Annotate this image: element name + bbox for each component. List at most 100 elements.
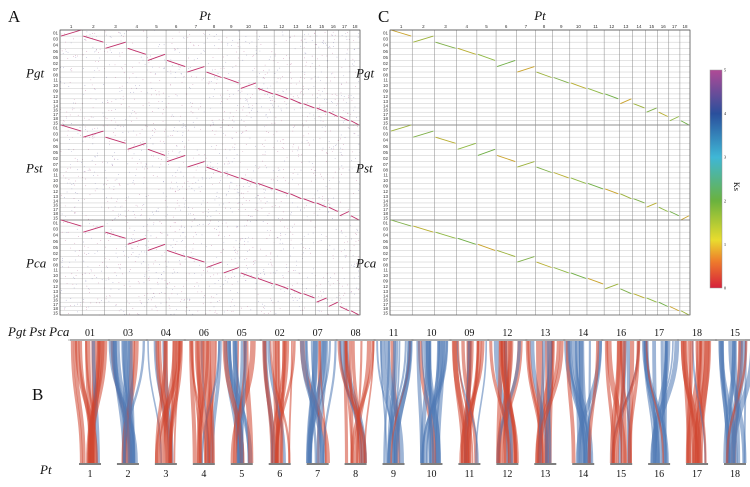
noise-dot	[252, 94, 254, 95]
noise-dot	[350, 95, 352, 97]
noise-dot	[290, 93, 292, 95]
noise-dot	[73, 55, 74, 57]
noise-dot	[243, 121, 245, 123]
noise-dot	[218, 221, 219, 223]
noise-dot	[150, 55, 152, 57]
synteny-group: 011	[70, 328, 110, 480]
noise-dot	[258, 194, 260, 196]
noise-dot	[102, 161, 103, 163]
noise-dot	[332, 177, 334, 179]
noise-dot	[323, 277, 324, 279]
noise-dot	[98, 61, 99, 62]
noise-dot	[281, 139, 283, 141]
y-tick-label: 06	[383, 49, 389, 54]
noise-dot	[293, 143, 295, 145]
noise-dot	[193, 44, 194, 46]
synteny-ribbon	[733, 340, 741, 464]
synteny-segment	[240, 272, 257, 279]
noise-dot	[271, 299, 273, 301]
noise-dot	[71, 70, 73, 72]
noise-dot	[106, 223, 108, 225]
noise-dot	[341, 215, 343, 217]
noise-dot	[120, 40, 122, 42]
noise-dot	[222, 133, 224, 134]
noise-dot	[325, 186, 327, 187]
noise-dot	[270, 281, 272, 283]
noise-dot	[77, 55, 78, 57]
noise-dot	[173, 268, 175, 270]
noise-dot	[243, 275, 245, 277]
noise-dot	[317, 214, 319, 216]
y-tick-label: 07	[53, 257, 59, 262]
noise-dot	[328, 198, 330, 200]
noise-dot	[76, 269, 78, 271]
noise-dot	[300, 210, 301, 211]
noise-dot	[279, 169, 281, 171]
noise-dot	[283, 177, 284, 179]
x-tick-label: 8	[543, 24, 546, 29]
noise-dot	[212, 69, 213, 71]
noise-dot	[107, 51, 109, 53]
synteny-segment	[60, 124, 82, 132]
bottom-chromosome-label: 13	[540, 469, 550, 480]
row-title: Pst	[25, 161, 43, 176]
noise-dot	[225, 207, 226, 209]
noise-dot	[317, 190, 319, 192]
noise-dot	[209, 220, 211, 222]
noise-dot	[245, 144, 247, 146]
noise-dot	[270, 189, 272, 190]
noise-dot	[120, 309, 122, 310]
noise-dot	[183, 75, 185, 77]
noise-dot	[355, 240, 357, 242]
noise-dot	[255, 197, 257, 198]
noise-dot	[204, 154, 206, 156]
noise-dot	[259, 198, 260, 200]
noise-dot	[208, 82, 210, 84]
noise-dot	[238, 242, 240, 244]
noise-dot	[96, 49, 97, 51]
noise-dot	[116, 178, 118, 180]
noise-dot	[83, 301, 85, 303]
noise-dot	[137, 313, 138, 315]
synteny-segment	[633, 198, 645, 204]
noise-dot	[304, 34, 305, 36]
noise-dot	[152, 66, 153, 68]
noise-dot	[190, 87, 191, 89]
noise-dot	[105, 298, 107, 300]
noise-dot	[292, 202, 293, 204]
noise-dot	[273, 272, 274, 274]
noise-dot	[117, 198, 118, 200]
synteny-segment	[390, 29, 412, 37]
y-tick-label: 03	[383, 132, 389, 137]
noise-dot	[274, 122, 276, 124]
noise-dot	[68, 313, 70, 314]
synteny-segment	[105, 41, 126, 49]
noise-dot	[89, 292, 90, 293]
noise-dot	[63, 120, 65, 122]
noise-dot	[206, 215, 208, 217]
noise-dot	[128, 196, 130, 198]
noise-dot	[114, 134, 116, 136]
noise-dot	[69, 82, 71, 83]
noise-dot	[114, 272, 116, 273]
noise-dot	[142, 59, 144, 61]
noise-dot	[320, 71, 322, 73]
noise-dot	[275, 44, 277, 46]
noise-dot	[347, 284, 348, 286]
noise-dot	[270, 102, 272, 104]
noise-dot	[69, 139, 71, 140]
noise-dot	[315, 44, 317, 46]
noise-dot	[90, 79, 92, 81]
noise-dot	[314, 118, 316, 120]
noise-dot	[60, 291, 61, 293]
noise-dot	[341, 154, 343, 156]
noise-dot	[94, 89, 96, 90]
noise-dot	[268, 109, 270, 111]
noise-dot	[267, 117, 269, 119]
noise-dot	[114, 118, 115, 119]
noise-dot	[88, 306, 90, 308]
y-tick-label: 07	[383, 67, 389, 72]
noise-dot	[187, 298, 188, 300]
noise-dot	[232, 93, 234, 95]
noise-dot	[352, 58, 354, 60]
